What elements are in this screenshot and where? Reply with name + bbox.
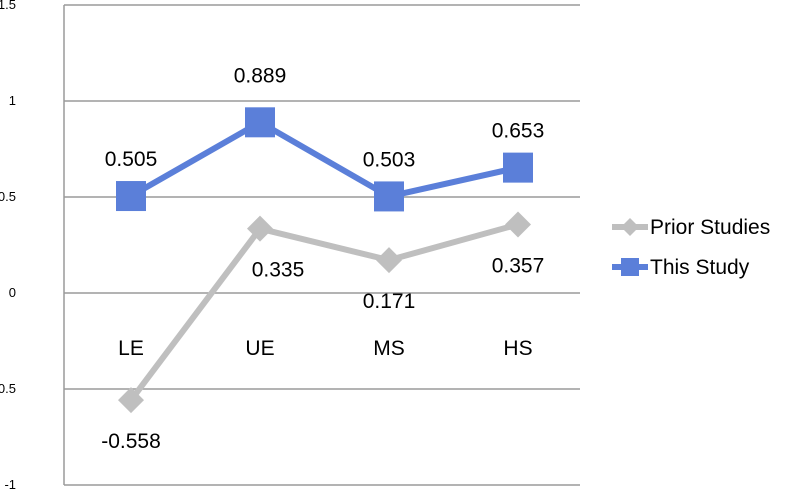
y-tick-label: 0.5	[0, 189, 16, 204]
marker-square	[116, 181, 146, 212]
category-label: LE	[118, 337, 144, 360]
y-tick-label: 0	[9, 285, 16, 300]
legend-label: This Study	[650, 256, 750, 279]
data-label: 0.889	[234, 64, 287, 87]
series-layer	[116, 107, 533, 414]
series-line	[128, 221, 521, 404]
data-label: 0.505	[105, 148, 158, 171]
data-label: 0.171	[363, 290, 416, 313]
marker-square	[503, 152, 533, 183]
category-label: UE	[245, 337, 274, 360]
legend-marker-diamond	[621, 218, 639, 236]
marker-diamond	[505, 211, 531, 238]
data-label: 0.503	[363, 148, 416, 171]
y-tick-label: -0.5	[0, 381, 16, 396]
category-label: HS	[503, 337, 532, 360]
legend-label: Prior Studies	[650, 216, 770, 239]
marker-diamond	[118, 387, 144, 414]
data-label: 0.357	[492, 254, 545, 277]
data-label: 0.335	[252, 259, 305, 282]
marker-diamond	[376, 247, 402, 274]
gridlines	[64, 4, 580, 486]
category-labels: LE UE MS HS	[118, 337, 532, 360]
y-tick-label: 1	[9, 93, 16, 108]
y-tick-label: -1	[4, 477, 16, 492]
legend: Prior Studies This Study	[612, 216, 770, 279]
marker-square	[374, 181, 404, 212]
marker-square	[245, 107, 275, 138]
y-tick-label: 1.5	[0, 0, 16, 12]
data-label: -0.558	[101, 430, 161, 453]
data-labels: -0.558 0.335 0.171 0.357 0.505 0.889 0.503 0.65…	[101, 64, 544, 453]
series-line	[128, 119, 521, 200]
marker-diamond	[247, 215, 273, 242]
data-label: 0.653	[492, 120, 545, 143]
category-label: MS	[373, 337, 405, 360]
legend-marker-square	[621, 258, 639, 276]
y-tick-labels: 1.5 1 0.5 0 -0.5 -1	[0, 0, 16, 492]
